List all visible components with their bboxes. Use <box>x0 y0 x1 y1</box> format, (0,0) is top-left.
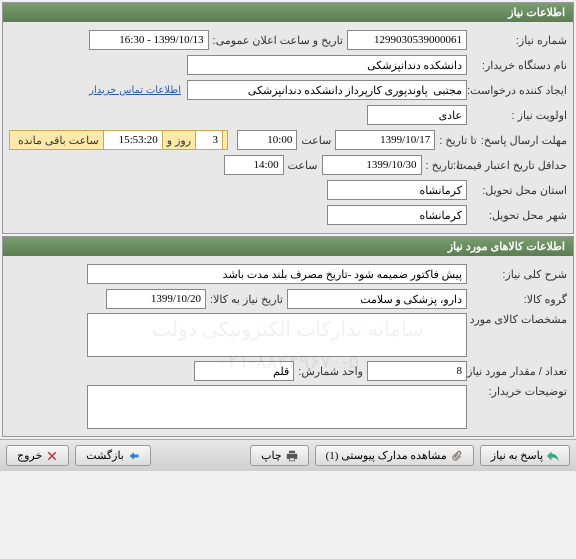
province-field[interactable] <box>327 180 467 200</box>
city-label: شهر محل تحویل: <box>467 209 567 222</box>
print-label: چاپ <box>261 449 282 462</box>
buyer-notes-field[interactable] <box>87 385 467 429</box>
remain-days-label: روز و <box>163 134 195 147</box>
goods-info-header: اطلاعات کالاهای مورد نیاز <box>3 237 573 256</box>
deadline-label: مهلت ارسال پاسخ: <box>481 134 567 147</box>
need-no-label: شماره نیاز: <box>467 34 567 47</box>
time-label-2: ساعت <box>284 159 322 172</box>
unit-field[interactable] <box>194 361 294 381</box>
buyer-label: نام دستگاه خریدار: <box>467 59 567 72</box>
city-field[interactable] <box>327 205 467 225</box>
public-dt-field[interactable] <box>89 30 209 50</box>
group-label: گروه کالا: <box>467 293 567 306</box>
time-label-1: ساعت <box>297 134 335 147</box>
attachments-button[interactable]: مشاهده مدارک پیوستی (1) <box>315 445 474 466</box>
back-label: بازگشت <box>86 449 124 462</box>
contact-link[interactable]: اطلاعات تماس خریدار <box>89 85 181 96</box>
qty-label: تعداد / مقدار مورد نیاز: <box>467 365 567 378</box>
back-button[interactable]: بازگشت <box>75 445 151 466</box>
unit-label: واحد شمارش: <box>294 365 367 378</box>
remain-time-field <box>103 130 163 150</box>
goods-info-panel: اطلاعات کالاهای مورد نیاز سامانه تدارکات… <box>2 236 574 437</box>
need-no-field[interactable] <box>347 30 467 50</box>
qty-field[interactable] <box>367 361 467 381</box>
province-label: استان محل تحویل: <box>467 184 567 197</box>
credit-date-field[interactable] <box>322 155 422 175</box>
back-icon <box>128 450 140 462</box>
buyer-field[interactable] <box>187 55 467 75</box>
creator-label: ایجاد کننده درخواست: <box>467 84 567 97</box>
desc-label: شرح کلی نیاز: <box>467 268 567 281</box>
buyer-notes-label: توضیحات خریدار: <box>467 385 567 398</box>
exit-button[interactable]: خروج <box>6 445 69 466</box>
print-icon <box>286 450 298 462</box>
attachments-label: مشاهده مدارک پیوستی (1) <box>326 449 447 462</box>
to-date-label: تا تاریخ : <box>435 134 480 147</box>
spec-field[interactable] <box>87 313 467 357</box>
print-button[interactable]: چاپ <box>250 445 309 466</box>
credit-time-field[interactable] <box>224 155 284 175</box>
priority-label: اولویت نیاز : <box>467 109 567 122</box>
need-until-field[interactable] <box>106 289 206 309</box>
public-dt-label: تاریخ و ساعت اعلان عمومی: <box>209 34 347 47</box>
footer-bar: پاسخ به نیاز مشاهده مدارک پیوستی (1) چاپ… <box>0 439 576 471</box>
exit-label: خروج <box>17 449 42 462</box>
exit-icon <box>46 450 58 462</box>
creator-field[interactable] <box>187 80 467 100</box>
spec-label: مشخصات کالای مورد نیاز: <box>467 313 567 326</box>
group-field[interactable] <box>287 289 467 309</box>
need-info-panel: اطلاعات نیاز شماره نیاز: تاریخ و ساعت اع… <box>2 2 574 234</box>
reply-button[interactable]: پاسخ به نیاز <box>480 445 570 466</box>
remaining-box: روز و ساعت باقی مانده <box>9 130 228 150</box>
deadline-date-field[interactable] <box>335 130 435 150</box>
attachment-icon <box>451 450 463 462</box>
need-info-header: اطلاعات نیاز <box>3 3 573 22</box>
priority-field[interactable] <box>367 105 467 125</box>
desc-field[interactable] <box>87 264 467 284</box>
reply-label: پاسخ به نیاز <box>491 449 543 462</box>
need-until-label: تاریخ نیاز به کالا: <box>206 293 287 306</box>
reply-icon <box>547 450 559 462</box>
remain-suffix: ساعت باقی مانده <box>14 134 103 147</box>
remain-days-field <box>195 130 223 150</box>
credit-label: حداقل تاریخ اعتبار قیمت: <box>467 159 567 172</box>
to-date-label-2: تا تاریخ : <box>422 159 467 172</box>
deadline-time-field[interactable] <box>237 130 297 150</box>
